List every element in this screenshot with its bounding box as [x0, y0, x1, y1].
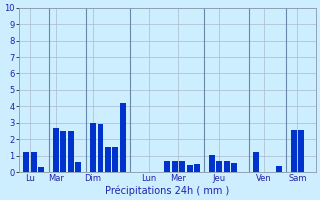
Bar [164, 161, 170, 172]
Bar [75, 162, 81, 172]
Bar [38, 167, 44, 172]
Bar [276, 166, 282, 172]
Bar [224, 161, 230, 172]
X-axis label: Précipitations 24h ( mm ): Précipitations 24h ( mm ) [105, 185, 229, 196]
Bar [90, 123, 96, 172]
Bar [231, 163, 237, 172]
Bar [172, 161, 178, 172]
Bar [98, 124, 103, 172]
Bar [105, 147, 111, 172]
Bar [209, 155, 215, 172]
Bar [187, 165, 193, 172]
Bar [179, 161, 185, 172]
Bar [194, 164, 200, 172]
Bar [68, 131, 74, 172]
Bar [216, 161, 222, 172]
Bar [53, 128, 59, 172]
Bar [60, 131, 66, 172]
Bar [291, 130, 297, 172]
Bar [31, 152, 37, 172]
Bar [298, 130, 304, 172]
Bar [120, 103, 126, 172]
Bar [112, 147, 118, 172]
Bar [253, 152, 260, 172]
Bar [23, 152, 29, 172]
